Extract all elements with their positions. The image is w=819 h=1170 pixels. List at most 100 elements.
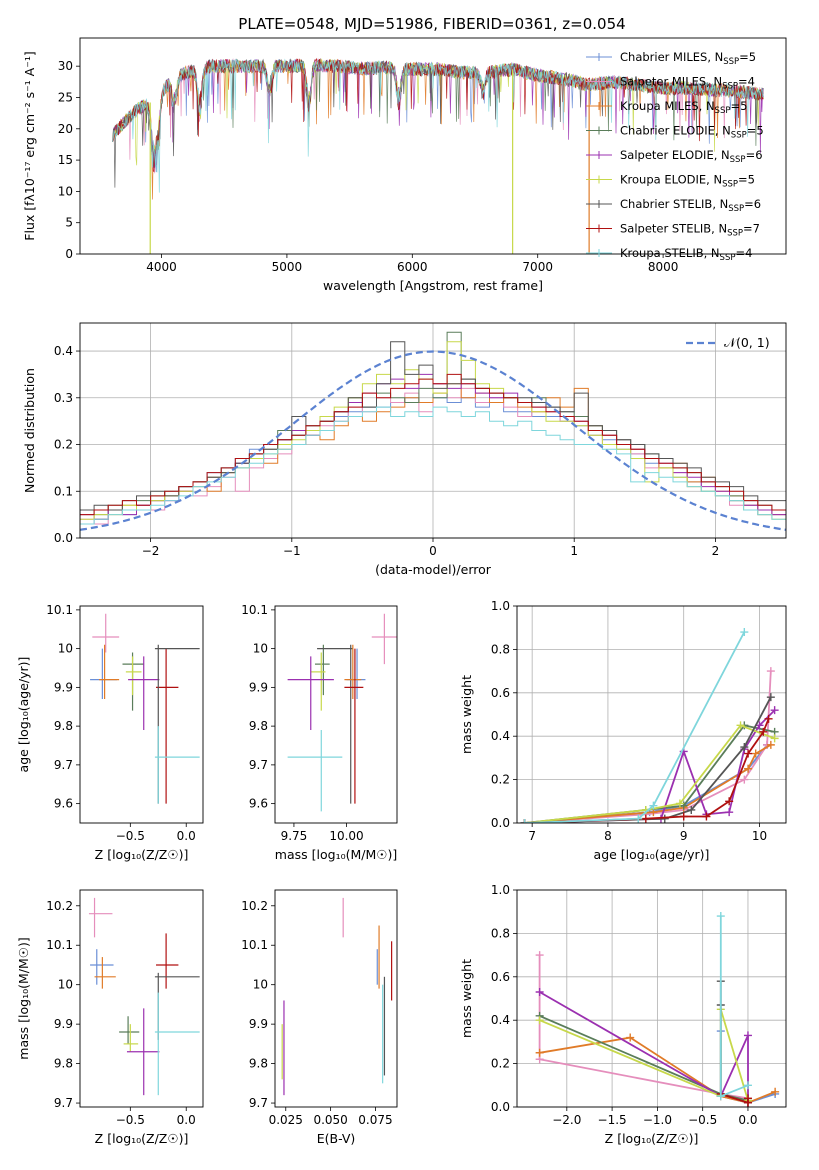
point-marker: [751, 749, 760, 758]
y-tick-label: 9.9: [249, 680, 268, 694]
x-axis-label: mass [log₁₀(M/M☉)]: [275, 847, 397, 862]
y-tick-label: 5: [65, 216, 73, 230]
y-tick-label: 10: [58, 978, 73, 992]
x-axis-label: E(B-V): [317, 1131, 356, 1146]
plot-frame-mass_age: [274, 605, 398, 824]
point-marker: [675, 799, 684, 808]
legend-label: Kroupa STELIB, NSSP=4: [620, 246, 752, 263]
point-marker: [649, 801, 658, 810]
y-tick-label: 10.1: [241, 603, 268, 617]
point-marker: [744, 749, 753, 758]
figure-title: PLATE=0548, MJD=51986, FIBERID=0361, z=0…: [238, 15, 625, 33]
point-marker: [736, 721, 745, 730]
x-tick-label: 0.050: [313, 1113, 347, 1127]
plot-frame-z_age: [79, 605, 204, 824]
histogram-8: [80, 406, 786, 538]
plot-frame-z_mass: [79, 889, 204, 1108]
y-tick-label: 10.1: [46, 938, 73, 952]
point-marker: [764, 714, 773, 723]
x-tick-label: −0.5: [688, 1113, 717, 1127]
point-marker: [766, 693, 775, 702]
legend-label: Salpeter STELIB, NSSP=7: [620, 222, 760, 239]
plot-frame-z_weight: [516, 889, 787, 1108]
errorbars-mass_age: [287, 613, 397, 812]
x-tick-label: 5000: [272, 260, 303, 274]
y-tick-label: 0: [65, 247, 73, 261]
y-tick-label: 9.7: [249, 758, 268, 772]
line-series-4: [539, 991, 749, 1103]
y-tick-label: 0.1: [54, 484, 73, 498]
point-marker: [740, 775, 749, 784]
y-tick-label: 0.2: [54, 438, 73, 452]
y-tick-label: 9.9: [54, 1017, 73, 1031]
point-marker: [535, 1048, 544, 1057]
series-z_weight: [535, 912, 780, 1107]
point-marker: [702, 812, 711, 821]
point-marker: [535, 987, 544, 996]
x-tick-label: 0.0: [177, 829, 196, 843]
y-tick-label: 0.6: [491, 970, 510, 984]
y-tick-label: 9.6: [249, 797, 268, 811]
plot-frame-ebv_mass: [274, 889, 398, 1108]
y-tick-label: 9.9: [54, 680, 73, 694]
y-axis-label: Flux [fλ10⁻¹⁷ erg cm⁻² s⁻¹ A⁻¹]: [22, 51, 37, 240]
point-marker: [725, 808, 734, 817]
axes-z_mass: −0.5 0.0 9.7 9.8 9.9 10 10.1 10.2 Z [log₁₀(Z/Z☉)…: [16, 899, 196, 1146]
x-tick-label: −2: [142, 544, 160, 558]
y-tick-label: 1.0: [491, 883, 510, 897]
axes-ebv_mass: 0.025 0.050 0.075 9.7 9.8 9.9 10 10.1 10.2 E(B-V): [241, 899, 392, 1146]
series-age_weight: [520, 628, 779, 823]
y-tick-label: 0.4: [491, 729, 510, 743]
x-tick-label: 0.025: [269, 1113, 303, 1127]
y-tick-label: 10: [58, 184, 73, 198]
x-tick-label: 10.00: [329, 829, 363, 843]
point-marker: [743, 1081, 752, 1090]
legend-label: Chabrier MILES, NSSP=5: [620, 50, 756, 67]
y-axis-label: mass weight: [459, 959, 474, 1038]
x-tick-label: −1.5: [598, 1113, 627, 1127]
legend-label: Chabrier STELIB, NSSP=6: [620, 197, 761, 214]
x-tick-label: 8: [604, 829, 612, 843]
histograms: [80, 331, 786, 538]
x-tick-label: 2: [712, 544, 720, 558]
axes-z_age: −0.5 0.0 9.6 9.7 9.8 9.9 10 10.1 Z [log₁₀(Z/Z☉)]…: [16, 603, 196, 862]
line-series-1: [524, 671, 772, 823]
legend-label: Salpeter ELODIE, NSSP=6: [620, 148, 763, 165]
y-tick-label: 9.7: [54, 1096, 73, 1110]
point-marker: [740, 743, 749, 752]
y-tick-label: 0.0: [491, 816, 510, 830]
line-series-2: [524, 744, 772, 823]
point-marker: [687, 805, 696, 814]
point-marker: [743, 1094, 752, 1103]
point-marker: [770, 706, 779, 715]
line-series-8: [524, 631, 746, 823]
plot-frame-spectrum: [79, 37, 787, 255]
histogram-7: [80, 373, 786, 538]
x-axis-label: (data-model)/error: [375, 562, 492, 577]
line-series-0: [538, 955, 749, 1100]
x-tick-label: 6000: [397, 260, 428, 274]
y-tick-label: 10: [253, 642, 268, 656]
legend-label: Kroupa ELODIE, NSSP=5: [620, 173, 755, 190]
y-tick-label: 9.8: [249, 719, 268, 733]
x-tick-label: 1: [570, 544, 578, 558]
point-marker: [770, 734, 779, 743]
y-tick-label: 10.1: [241, 938, 268, 952]
point-marker: [520, 819, 529, 823]
x-axis-label: Z [log₁₀(Z/Z☉)]: [95, 1131, 189, 1146]
spectrum-lines: [112, 57, 764, 254]
y-tick-label: 9.8: [54, 1057, 73, 1071]
point-marker: [771, 1087, 780, 1096]
y-tick-label: 9.8: [54, 719, 73, 733]
x-tick-label: −0.5: [116, 829, 145, 843]
y-axis-label: age [log₁₀(age/yr)]: [16, 657, 31, 773]
x-tick-label: −0.5: [116, 1113, 145, 1127]
y-tick-label: 0.8: [491, 926, 510, 940]
x-axis-label: wavelength [Angstrom, rest frame]: [323, 278, 543, 293]
y-axis-label: mass [log₁₀(M/M☉)]: [16, 937, 31, 1059]
x-tick-label: 0.0: [738, 1113, 757, 1127]
axes-age_weight: 7 8 9 10 0.0 0.2 0.4 0.6 0.8 1.0 age [log₁₀(age/yr…: [459, 599, 786, 862]
y-tick-label: 0.4: [54, 344, 73, 358]
point-marker: [634, 814, 643, 823]
